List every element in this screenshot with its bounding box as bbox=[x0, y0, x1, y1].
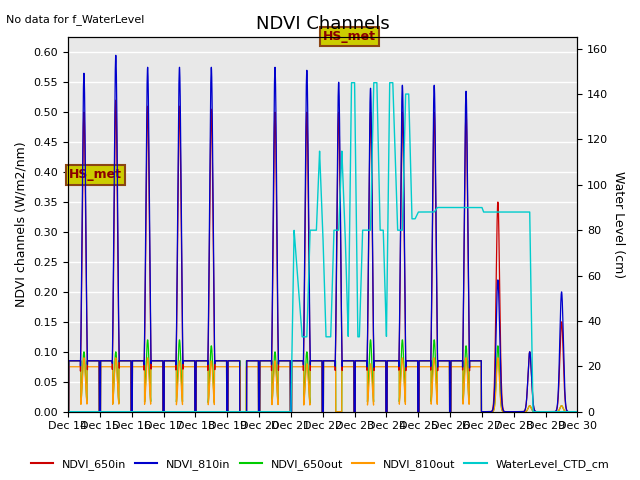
Text: No data for f_WaterLevel: No data for f_WaterLevel bbox=[6, 14, 145, 25]
Text: HS_met: HS_met bbox=[68, 168, 122, 181]
Title: NDVI Channels: NDVI Channels bbox=[256, 15, 390, 33]
Y-axis label: NDVI channels (W/m2/nm): NDVI channels (W/m2/nm) bbox=[15, 142, 28, 307]
Y-axis label: Water Level (cm): Water Level (cm) bbox=[612, 171, 625, 278]
Text: HS_met: HS_met bbox=[323, 30, 376, 43]
Legend: NDVI_650in, NDVI_810in, NDVI_650out, NDVI_810out, WaterLevel_CTD_cm: NDVI_650in, NDVI_810in, NDVI_650out, NDV… bbox=[26, 455, 614, 474]
